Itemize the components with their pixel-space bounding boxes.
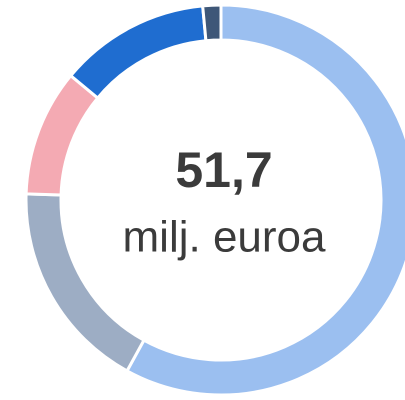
donut-segment <box>125 3 405 397</box>
center-value: 51,7 <box>175 142 272 198</box>
donut-segment <box>68 4 208 101</box>
donut-segment <box>24 73 100 197</box>
donut-ring <box>24 3 405 397</box>
center-label: milj. euroa <box>123 213 326 262</box>
donut-segment <box>201 3 223 43</box>
